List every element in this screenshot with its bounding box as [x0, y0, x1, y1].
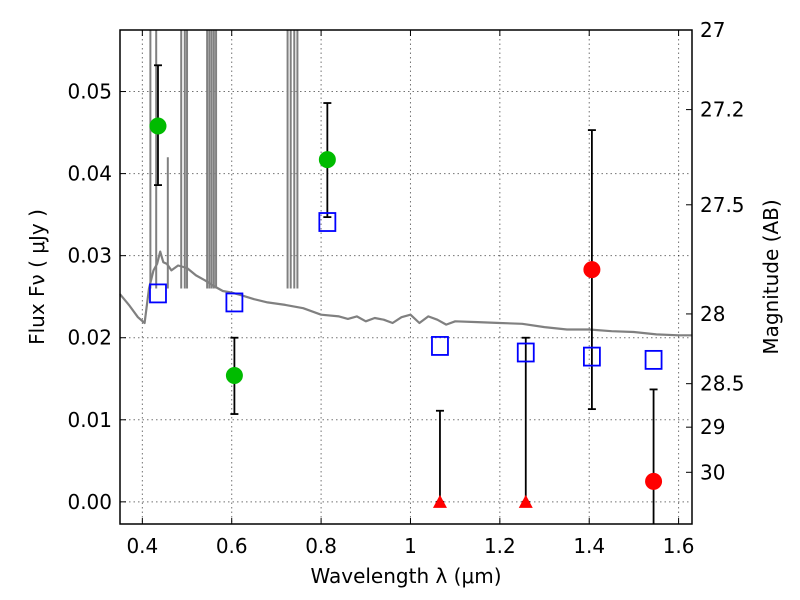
y-tick-label: 0.03 — [67, 244, 112, 268]
y2-tick-label: 28 — [700, 302, 725, 326]
x-tick-label: 0.6 — [216, 534, 248, 558]
model-flux-point — [431, 336, 449, 356]
y-tick-label: 0.05 — [67, 80, 112, 104]
flux-measurement-point — [318, 151, 336, 169]
plot-frame — [119, 29, 693, 525]
y-tick-label: 0.04 — [67, 162, 112, 186]
y2-tick-label: 27 — [700, 18, 725, 42]
model-flux-point — [225, 292, 244, 313]
x-tick-label: 0.4 — [126, 534, 158, 558]
y2-tick-label: 30 — [700, 460, 725, 484]
upper-limit-point — [432, 494, 447, 508]
model-flux-point — [644, 349, 663, 370]
y2-tick-label: 27.5 — [700, 193, 745, 217]
grid-lines — [120, 30, 692, 524]
flux-measurement-point — [645, 472, 663, 490]
y2-tick-label: 29 — [700, 415, 725, 439]
model-flux-point — [516, 342, 535, 363]
y2-tick-label: 28.5 — [700, 372, 745, 396]
y2-axis-label: Magnitude (AB) — [759, 199, 783, 354]
model-flux-point — [583, 346, 601, 367]
photometry-markers — [149, 64, 663, 524]
y-axis-label: Flux Fν ( μJy ) — [25, 209, 49, 345]
y-tick-label: 0.02 — [67, 326, 112, 350]
x-tick-label: 0.8 — [305, 534, 337, 558]
sed-continuum-line — [119, 250, 692, 337]
y2-tick-label: 27.2 — [700, 98, 745, 122]
x-tick-label: 1 — [404, 534, 417, 558]
axis-ticks: 0.4 0.6 0.8 1 1.2 1.4 1.6 0.00 0.01 0.02 0.03 0.04 0… — [67, 18, 744, 558]
x-tick-label: 1.6 — [663, 534, 695, 558]
model-flux-point — [318, 212, 337, 232]
x-tick-label: 1.4 — [573, 534, 605, 558]
sed-model-spectrum — [119, 30, 692, 337]
y-tick-label: 0.00 — [67, 490, 112, 514]
model-flux-point — [149, 283, 167, 304]
flux-measurement-point — [149, 117, 167, 135]
x-tick-label: 1.2 — [484, 534, 516, 558]
x-axis-label: Wavelength λ (μm) — [310, 564, 501, 588]
flux-measurement-point — [583, 261, 601, 279]
upper-limit-point — [518, 494, 533, 508]
y-tick-label: 0.01 — [67, 408, 112, 432]
flux-measurement-point — [225, 366, 243, 384]
